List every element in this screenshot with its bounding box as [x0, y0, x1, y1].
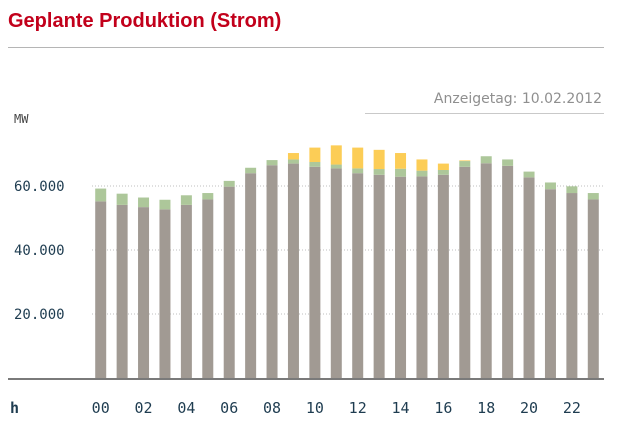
y-axis-ticks: 20.000 40.000 60.000 — [14, 179, 65, 323]
bar-segment — [373, 174, 385, 378]
bar-segment — [138, 207, 150, 378]
bar-segment — [502, 159, 514, 166]
y-axis-unit: MW — [14, 112, 29, 126]
bar-segment — [416, 176, 428, 378]
bar-segment — [266, 165, 278, 378]
bar-segment — [180, 204, 192, 378]
bar-segment — [373, 149, 385, 170]
bar-segment — [373, 169, 385, 175]
bar-segment — [309, 162, 321, 167]
bar-segment — [416, 170, 428, 177]
x-tick-label: 20 — [520, 399, 538, 417]
x-tick-label: 12 — [349, 399, 367, 417]
bar-segment — [502, 165, 514, 378]
bar-segment — [459, 161, 471, 167]
bar-segment — [159, 209, 171, 378]
bar-segment — [202, 199, 214, 378]
page-title: Geplante Produktion (Strom) — [8, 10, 282, 32]
bar-segment — [459, 160, 471, 162]
x-tick-label: 18 — [477, 399, 495, 417]
bar-segment — [95, 188, 107, 202]
bar-segment — [523, 171, 535, 178]
gridlines — [92, 185, 604, 315]
bar-segment — [287, 153, 299, 160]
bar-segment — [352, 168, 364, 174]
x-axis-unit: h — [10, 399, 19, 417]
bar-segment — [202, 193, 214, 200]
bar-segment — [523, 177, 535, 378]
bar-segment — [544, 182, 556, 190]
bar-segment — [330, 164, 342, 169]
bar-segment — [116, 193, 128, 205]
bar-segment — [566, 193, 578, 378]
bar-segment — [287, 163, 299, 378]
bar-segment — [287, 159, 299, 164]
x-tick-label: 16 — [434, 399, 452, 417]
x-tick-label: 02 — [135, 399, 153, 417]
x-tick-label: 06 — [220, 399, 238, 417]
bar-segment — [480, 163, 492, 378]
bar-segment — [266, 160, 278, 166]
bar-segment — [245, 167, 257, 174]
bar-segment — [159, 199, 171, 210]
y-tick-label: 40.000 — [14, 243, 65, 259]
bars — [95, 145, 599, 378]
x-axis-ticks: 00 02 04 06 08 10 12 14 16 18 20 22 — [92, 399, 581, 417]
x-tick-label: 04 — [177, 399, 195, 417]
bar-segment — [566, 186, 578, 194]
bar-segment — [330, 145, 342, 165]
bar-segment — [245, 173, 257, 378]
bar-segment — [395, 176, 407, 378]
title-divider — [8, 47, 604, 48]
bar-segment — [459, 166, 471, 378]
bar-segment — [544, 189, 556, 378]
bar-segment — [480, 156, 492, 164]
bar-segment — [395, 168, 407, 177]
bar-segment — [309, 147, 321, 162]
bar-segment — [352, 147, 364, 169]
bar-segment — [330, 168, 342, 378]
x-tick-label: 14 — [392, 399, 410, 417]
bar-segment — [116, 204, 128, 378]
bar-segment — [138, 197, 150, 208]
bar-segment — [437, 170, 449, 175]
x-tick-label: 10 — [306, 399, 324, 417]
display-date-label: Anzeigetag: 10.02.2012 — [433, 91, 602, 107]
bar-segment — [395, 153, 407, 169]
bar-segment — [416, 159, 428, 171]
bar-segment — [95, 201, 107, 378]
bar-segment — [587, 199, 599, 378]
date-divider — [365, 113, 604, 114]
bar-segment — [223, 180, 235, 187]
bar-segment — [180, 195, 192, 205]
y-tick-label: 60.000 — [14, 179, 65, 195]
x-tick-label: 22 — [563, 399, 581, 417]
x-tick-label: 00 — [92, 399, 110, 417]
bar-segment — [309, 166, 321, 378]
bar-segment — [587, 193, 599, 200]
bar-segment — [437, 163, 449, 170]
bar-segment — [437, 174, 449, 378]
x-tick-label: 08 — [263, 399, 281, 417]
bar-segment — [352, 173, 364, 378]
y-tick-label: 20.000 — [14, 307, 65, 323]
bar-segment — [223, 186, 235, 378]
